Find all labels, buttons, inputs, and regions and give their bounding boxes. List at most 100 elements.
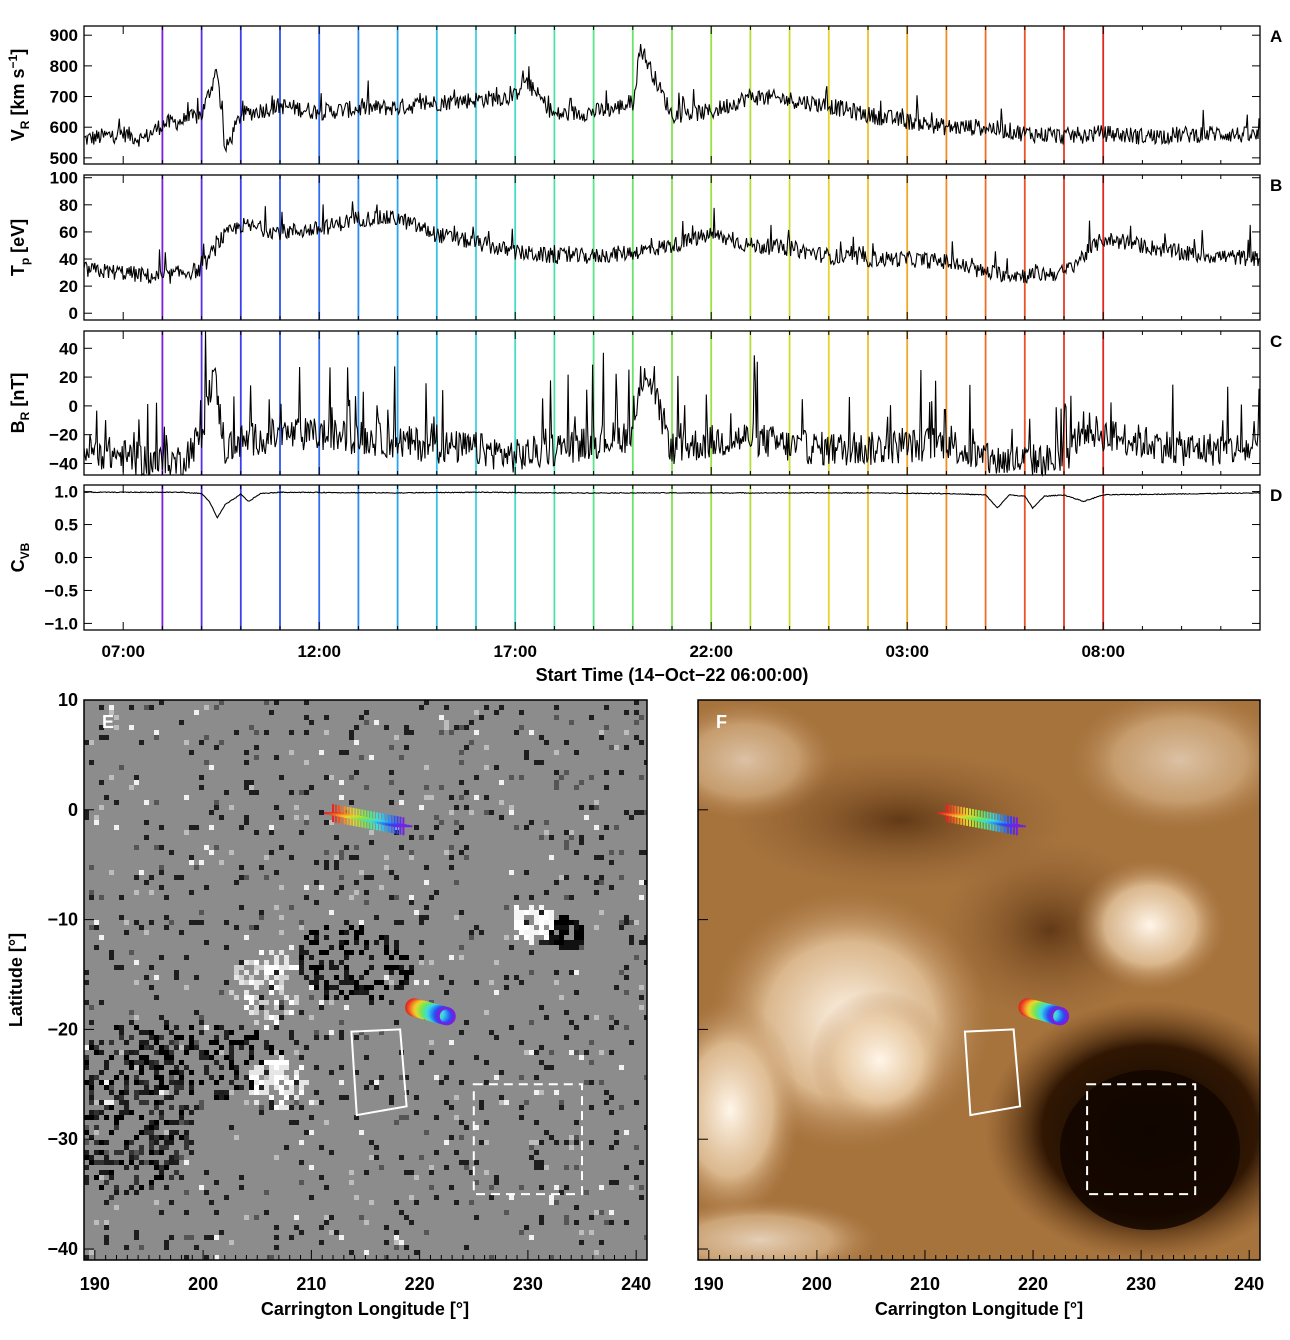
longitude-tick-label: 230	[1126, 1274, 1156, 1294]
magnetogram-pixel	[554, 770, 559, 775]
magnetogram-pixel	[484, 1060, 489, 1065]
magnetogram-pixel	[549, 1200, 554, 1205]
magnetogram-pixel	[589, 1105, 594, 1110]
magnetogram-pixel	[104, 1180, 109, 1185]
magnetogram-pixel	[634, 1175, 639, 1180]
magnetogram-pixel	[119, 1095, 124, 1100]
magnetogram-pixel	[89, 1155, 94, 1160]
magnetogram-pixel	[399, 955, 404, 960]
y-axis-label-b: Tp [eV]	[8, 219, 32, 276]
magnetogram-pixel	[164, 1165, 169, 1170]
magnetogram-pixel	[414, 910, 419, 915]
magnetogram-pixel	[474, 1125, 479, 1130]
magnetogram-pixel	[309, 1130, 314, 1135]
magnetogram-pixel	[544, 890, 549, 895]
magnetogram-pixel	[229, 1125, 234, 1130]
magnetogram-pixel	[449, 730, 454, 735]
magnetogram-pixel	[569, 1020, 574, 1025]
magnetogram-pixel	[439, 715, 444, 720]
magnetogram-pixel	[564, 940, 569, 945]
magnetogram-pixel	[244, 990, 249, 995]
y-tick-label: 40	[59, 250, 78, 269]
series-trace-a	[83, 44, 1261, 154]
magnetogram-pixel	[419, 805, 424, 810]
magnetogram-pixel	[319, 810, 324, 815]
magnetogram-pixel	[99, 1110, 104, 1115]
magnetogram-pixel	[364, 970, 369, 975]
magnetogram-pixel	[314, 965, 319, 970]
magnetogram-pixel	[494, 960, 499, 965]
magnetogram-pixel	[369, 1140, 374, 1145]
magnetogram-pixel	[519, 1075, 524, 1080]
magnetogram-pixel	[574, 1135, 579, 1140]
magnetogram-pixel	[534, 1075, 539, 1080]
magnetogram-pixel	[374, 980, 379, 985]
magnetogram-pixel	[484, 1140, 489, 1145]
magnetogram-pixel	[294, 805, 299, 810]
magnetogram-pixel	[304, 1080, 309, 1085]
magnetogram-pixel	[549, 935, 554, 940]
magnetogram-pixel	[189, 1080, 194, 1085]
magnetogram-pixel	[104, 1105, 109, 1110]
magnetogram-pixel	[429, 1000, 434, 1005]
magnetogram-pixel	[359, 930, 364, 935]
magnetogram-pixel	[519, 725, 524, 730]
magnetogram-pixel	[164, 1185, 169, 1190]
panel-e-magnetogram: E	[83, 699, 648, 1261]
magnetogram-pixel	[124, 1145, 129, 1150]
magnetogram-pixel	[234, 1065, 239, 1070]
magnetogram-pixel	[504, 975, 509, 980]
magnetogram-pixel	[114, 1160, 119, 1165]
magnetogram-pixel	[364, 1170, 369, 1175]
magnetogram-pixel	[399, 1210, 404, 1215]
bright-region-right	[1075, 860, 1225, 990]
magnetogram-pixel	[224, 920, 229, 925]
magnetogram-pixel	[324, 950, 329, 955]
magnetogram-pixel	[379, 995, 384, 1000]
magnetogram-pixel	[219, 815, 224, 820]
magnetogram-pixel	[564, 1035, 569, 1040]
magnetogram-pixel	[399, 1155, 404, 1160]
magnetogram-pixel	[564, 1215, 569, 1220]
magnetogram-pixel	[274, 985, 279, 990]
magnetogram-pixel	[204, 705, 209, 710]
magnetogram-pixel	[134, 1050, 139, 1055]
magnetogram-pixel	[469, 935, 474, 940]
magnetogram-pixel	[644, 1075, 647, 1080]
magnetogram-pixel	[114, 1075, 119, 1080]
magnetogram-pixel	[129, 1140, 134, 1145]
magnetogram-pixel	[234, 1040, 239, 1045]
magnetogram-pixel	[414, 980, 419, 985]
magnetogram-pixel	[634, 1145, 639, 1150]
magnetogram-pixel	[384, 965, 389, 970]
magnetogram-pixel	[524, 930, 529, 935]
magnetogram-pixel	[239, 875, 244, 880]
magnetogram-pixel	[199, 1020, 204, 1025]
magnetogram-pixel	[459, 780, 464, 785]
magnetogram-pixel	[214, 1210, 219, 1215]
magnetogram-pixel	[99, 1080, 104, 1085]
magnetogram-pixel	[294, 965, 299, 970]
magnetogram-pixel	[484, 1170, 489, 1175]
magnetogram-pixel	[89, 925, 94, 930]
magnetogram-pixel	[499, 815, 504, 820]
magnetogram-pixel	[544, 935, 549, 940]
magnetogram-pixel	[309, 940, 314, 945]
magnetogram-pixel	[289, 905, 294, 910]
magnetogram-pixel	[624, 915, 629, 920]
magnetogram-pixel	[404, 1245, 409, 1250]
magnetogram-pixel	[134, 1235, 139, 1240]
magnetogram-pixel	[639, 1195, 644, 1200]
magnetogram-pixel	[229, 1050, 234, 1055]
magnetogram-pixel	[109, 870, 114, 875]
magnetogram-pixel	[349, 1250, 354, 1255]
magnetogram-pixel	[404, 1215, 409, 1220]
magnetogram-pixel	[279, 985, 284, 990]
magnetogram-pixel	[309, 930, 314, 935]
latitude-tick-label: 10	[58, 690, 78, 710]
magnetogram-pixel	[419, 1060, 424, 1065]
magnetogram-pixel	[299, 970, 304, 975]
magnetogram-pixel	[244, 780, 249, 785]
magnetogram-pixel	[224, 980, 229, 985]
magnetogram-pixel	[609, 745, 614, 750]
